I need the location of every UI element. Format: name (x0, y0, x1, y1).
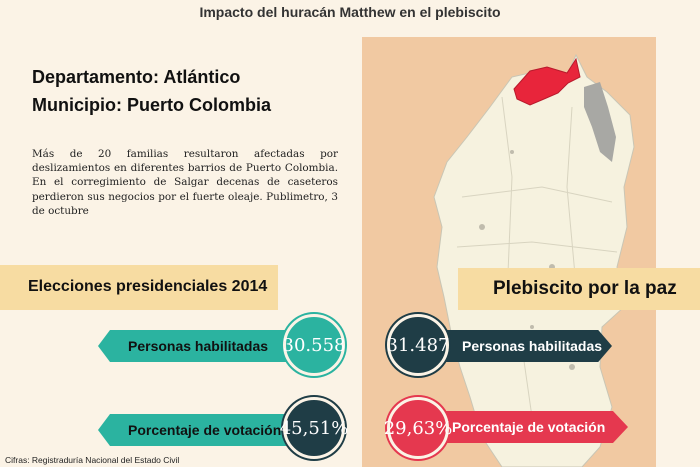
plebiscite-enabled-value: 31.487 (387, 314, 450, 376)
plebiscite-turnout-ribbon: Porcentaje de votación (440, 411, 628, 443)
plebiscite-turnout-value: 29,63% (384, 397, 452, 459)
barranquilla-area (584, 82, 616, 162)
infographic-title: Impacto del huracán Matthew en el plebis… (199, 4, 501, 20)
elections-2014-turnout-value: 45,51% (280, 397, 348, 459)
municipality-label: Municipio: Puerto Colombia (32, 95, 271, 115)
plebiscite-enabled-label: Personas habilitadas (462, 338, 603, 354)
plebiscite-enabled-ribbon: Personas habilitadas (440, 330, 612, 362)
source-note: Cifras: Registraduría Nacional del Estad… (5, 455, 180, 465)
elections-2014-turnout-label: Porcentaje de votación (128, 422, 282, 438)
department-label: Departamento: Atlántico (32, 67, 241, 87)
elections-2014-enabled-ribbon: Personas habilitadas (98, 330, 298, 362)
elections-2014-enabled-value: 30.558 (283, 314, 346, 376)
news-story: Más de 20 familias resultaron afectadas … (32, 148, 338, 217)
elections-2014-enabled-label: Personas habilitadas (128, 338, 269, 354)
elections-2014-turnout-ribbon: Porcentaje de votación (98, 414, 298, 446)
plebiscite-turnout-label: Porcentaje de votación (452, 419, 606, 435)
plebiscite-band: Plebiscito por la paz (458, 268, 700, 310)
plebiscite-title: Plebiscito por la paz (493, 278, 677, 299)
elections-2014-band: Elecciones presidenciales 2014 (0, 265, 278, 310)
elections-2014-title: Elecciones presidenciales 2014 (28, 278, 268, 295)
puerto-colombia-highlight (513, 57, 581, 106)
